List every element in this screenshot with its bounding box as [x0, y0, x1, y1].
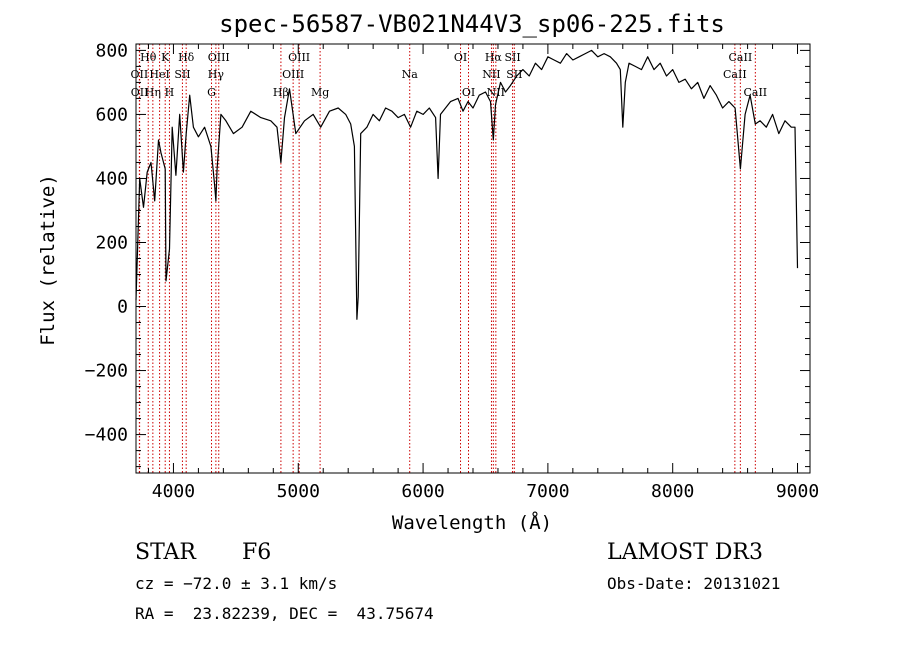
spectral-line-label: Mg	[311, 86, 329, 99]
y-tick-label: −200	[85, 361, 128, 382]
y-tick-label: −400	[85, 425, 128, 446]
spectral-line-label: NII	[487, 86, 505, 99]
spectral-line-label: NII	[482, 68, 500, 81]
x-tick-label: 6000	[401, 481, 444, 502]
x-tick-label: 8000	[651, 481, 694, 502]
chart-title: spec-56587-VB021N44V3_sp06-225.fits	[219, 10, 725, 38]
observation-date: Obs-Date: 20131021	[607, 574, 781, 593]
spectral-line-label: G	[207, 86, 216, 99]
x-tick-label: 4000	[152, 481, 195, 502]
spectral-line-label: HeI	[149, 68, 169, 81]
survey-name: LAMOST DR3	[607, 540, 763, 565]
spectral-line-label: SII	[504, 51, 520, 64]
spectral-line-label: OI	[462, 86, 475, 99]
spectral-line-label: OIII	[288, 51, 310, 64]
spectral-line-label: Hγ	[208, 68, 225, 81]
spectral-line-label: Hα	[485, 51, 503, 64]
subclass: F6	[242, 540, 272, 565]
spectral-line-label: Hη	[145, 86, 161, 99]
object-type: STAR	[135, 540, 196, 565]
spectral-line-label: CaII	[729, 51, 753, 64]
coordinates: RA = 23.82239, DEC = 43.75674	[135, 604, 434, 623]
spectrum-series-line	[135, 49, 799, 320]
spectral-line-label: Hβ	[273, 86, 289, 99]
spectral-line-label: OI	[454, 51, 467, 64]
x-axis-label: Wavelength (Å)	[392, 511, 552, 534]
spectral-line-label: Hδ	[178, 51, 195, 64]
y-tick-label: 400	[95, 168, 128, 189]
spectral-line-label: H	[165, 86, 175, 99]
spectral-line-label: CaII	[723, 68, 747, 81]
spectral-line-label: CaII	[743, 86, 767, 99]
y-axis-label: Flux (relative)	[37, 174, 59, 346]
spectral-line-label: SII	[506, 68, 522, 81]
spectral-line-label: SII	[174, 68, 190, 81]
x-tick-label: 9000	[776, 481, 819, 502]
spectral-line-label: K	[161, 51, 170, 64]
y-tick-label: 0	[117, 297, 128, 318]
spectral-line-label: OII	[131, 86, 149, 99]
y-tick-label: 200	[95, 232, 128, 253]
spectral-line-label: Hθ	[140, 51, 157, 64]
spectral-line-label: OIII	[282, 68, 304, 81]
redshift-cz: cz = −72.0 ± 3.1 km/s	[135, 574, 338, 593]
spectral-line-label: OIII	[208, 51, 230, 64]
x-tick-label: 7000	[526, 481, 569, 502]
y-tick-label: 800	[95, 40, 128, 61]
spectral-line-label: Na	[402, 68, 419, 81]
y-tick-label: 600	[95, 104, 128, 125]
x-tick-label: 5000	[277, 481, 320, 502]
spectral-line-label: OII	[131, 68, 149, 81]
